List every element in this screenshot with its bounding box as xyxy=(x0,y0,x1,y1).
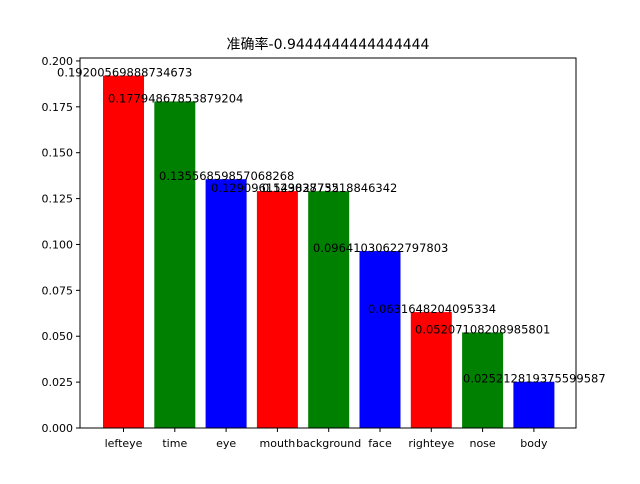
y-tick-label: 0.150 xyxy=(42,147,74,160)
y-tick-label: 0.175 xyxy=(42,101,74,114)
bars-group xyxy=(103,75,555,429)
y-tick-label: 0.100 xyxy=(42,238,74,251)
x-tick-label-time: time xyxy=(162,437,187,450)
data-label-time: 0.17794867853879204 xyxy=(108,91,243,105)
bar-time xyxy=(154,101,196,428)
data-label-body: 0.025212819375599587 xyxy=(463,372,606,386)
x-tick-label-eye: eye xyxy=(216,437,236,450)
y-tick-label: 0.050 xyxy=(42,330,74,343)
data-label-nose: 0.05207108208985801 xyxy=(415,322,550,336)
data-label-mouth: 0.1290961543827755 xyxy=(211,181,339,195)
x-tick-label-face: face xyxy=(368,437,392,450)
x-tick-label-lefteye: lefteye xyxy=(105,437,143,450)
data-label-background: 0.12903873218846342 xyxy=(262,181,397,195)
data-labels-group: 0.19200569888734673 0.17794867853879204 0.… xyxy=(57,66,606,386)
bar-lefteye xyxy=(103,75,144,429)
x-tick-label-righteye: righteye xyxy=(408,437,454,450)
x-tick-label-background: background xyxy=(296,437,361,450)
x-tick-label-mouth: mouth xyxy=(260,437,296,450)
y-tick-label: 0.125 xyxy=(42,193,74,206)
axes-frame xyxy=(79,57,577,429)
data-label-eye: 0.13556859857068268 xyxy=(159,169,294,183)
bar-face xyxy=(359,251,401,428)
x-tick-label-nose: nose xyxy=(469,437,495,450)
x-tick-label-body: body xyxy=(520,437,548,450)
bar-mouth xyxy=(256,191,298,428)
x-axis: lefteye time eye mouth background face rightey… xyxy=(105,428,548,450)
bar-righteye xyxy=(410,312,452,428)
chart-title: 准确率-0.9444444444444444 xyxy=(227,36,430,53)
bar-nose xyxy=(462,332,504,428)
bar-body xyxy=(513,381,555,428)
data-label-lefteye: 0.19200569888734673 xyxy=(57,66,192,80)
y-tick-label: 0.000 xyxy=(42,422,74,435)
y-tick-label: 0.075 xyxy=(42,284,74,297)
bar-background xyxy=(308,191,350,428)
y-tick-label: 0.025 xyxy=(42,376,74,389)
y-tick-label: 0.200 xyxy=(42,55,74,68)
bar-eye xyxy=(205,179,247,428)
data-label-righteye: 0.0631648204095334 xyxy=(368,302,496,316)
y-axis: 0.000 0.025 0.050 0.075 0.100 0.125 0.150 0.175… xyxy=(42,55,80,435)
data-label-face: 0.09641030622797803 xyxy=(313,241,448,255)
